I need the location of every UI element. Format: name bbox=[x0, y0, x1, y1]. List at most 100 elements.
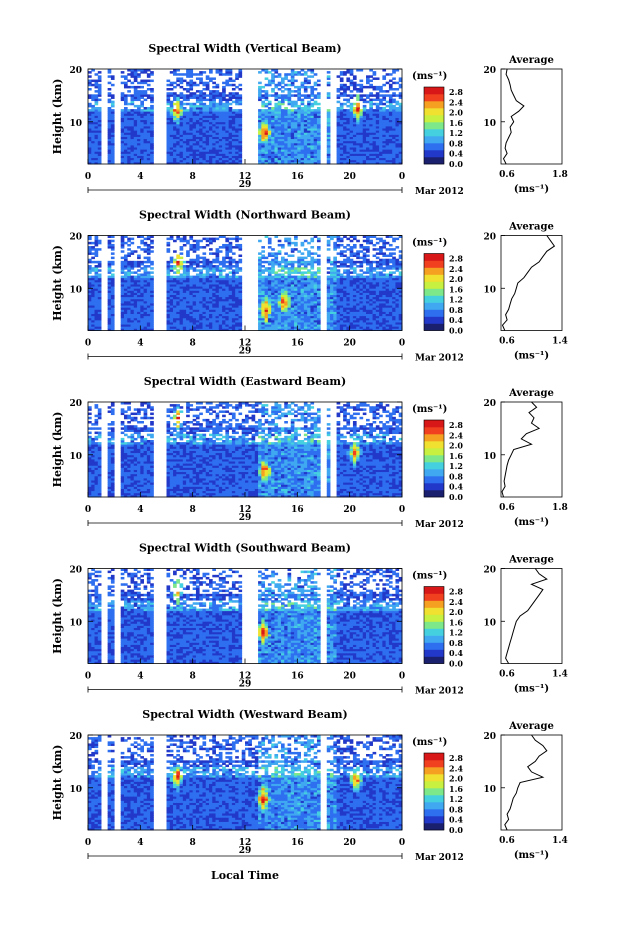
heatmap-cell bbox=[176, 111, 180, 114]
heatmap-cell bbox=[205, 142, 210, 146]
heatmap-cell bbox=[189, 102, 194, 106]
heatmap-cell bbox=[186, 157, 190, 161]
heatmap-cell bbox=[143, 161, 148, 165]
heatmap-cell bbox=[179, 119, 184, 123]
heatmap-cell bbox=[215, 237, 220, 241]
heatmap-cell bbox=[97, 111, 102, 114]
heatmap-cell bbox=[173, 161, 177, 165]
heatmap-cell bbox=[169, 94, 174, 97]
heatmap-cell bbox=[143, 134, 148, 137]
heatmap-cell bbox=[199, 134, 203, 137]
heatmap-cell bbox=[91, 142, 95, 146]
heatmap-cell bbox=[146, 142, 151, 146]
heatmap-cell bbox=[127, 142, 131, 146]
heatmap-cell bbox=[199, 151, 203, 154]
heatmap-cell bbox=[88, 147, 92, 150]
heatmap-cell bbox=[189, 145, 194, 148]
heatmap-cell bbox=[127, 79, 131, 83]
colorbar-swatch bbox=[424, 101, 444, 109]
heatmap-cell bbox=[205, 157, 210, 161]
heatmap-cell bbox=[97, 155, 102, 159]
heatmap-cell bbox=[231, 109, 236, 112]
heatmap-cell bbox=[140, 134, 144, 137]
heatmap-cell bbox=[267, 260, 272, 264]
heatmap-cell bbox=[205, 161, 210, 165]
heatmap-cell bbox=[120, 126, 125, 129]
heatmap-cell bbox=[192, 161, 197, 165]
heatmap-cell bbox=[271, 94, 275, 97]
heatmap-cell bbox=[199, 126, 203, 129]
heatmap-cell bbox=[110, 243, 115, 247]
heatmap-cell bbox=[173, 130, 177, 133]
heatmap-cell bbox=[212, 159, 216, 163]
heatmap-cell bbox=[199, 142, 203, 146]
heatmap-cell bbox=[202, 136, 207, 140]
heatmap-cell bbox=[186, 161, 190, 165]
heatmap-cell bbox=[267, 237, 272, 241]
heatmap-cell bbox=[395, 107, 400, 110]
heatmap-cell bbox=[205, 117, 210, 121]
heatmap-cell bbox=[123, 111, 128, 114]
heatmap-cell bbox=[130, 100, 135, 104]
heatmap-cell bbox=[215, 140, 220, 144]
heatmap-cell bbox=[274, 271, 279, 274]
heatmap-cell bbox=[107, 128, 112, 131]
heatmap-cell bbox=[123, 128, 128, 131]
heatmap-cell bbox=[228, 102, 233, 106]
heatmap-cell bbox=[150, 79, 154, 83]
heatmap-cell bbox=[303, 77, 308, 80]
heatmap-cell bbox=[133, 126, 138, 129]
heatmap-cell bbox=[209, 145, 213, 148]
heatmap-cell bbox=[271, 107, 275, 110]
heatmap-cell bbox=[91, 140, 95, 144]
heatmap-cell bbox=[176, 147, 180, 150]
heatmap-cell bbox=[133, 115, 138, 118]
heatmap-cell bbox=[205, 149, 210, 152]
heatmap-cell bbox=[123, 123, 128, 127]
heatmap-cell bbox=[110, 157, 115, 161]
heatmap-cell bbox=[110, 136, 115, 140]
heatmap-cell bbox=[91, 275, 95, 279]
heatmap-cell bbox=[110, 121, 115, 125]
heatmap-cell bbox=[307, 94, 311, 97]
heatmap-cell bbox=[179, 123, 184, 127]
heatmap-cell bbox=[146, 75, 151, 78]
heatmap-cell bbox=[110, 269, 115, 272]
heatmap-cell bbox=[182, 155, 187, 159]
heatmap-cell bbox=[231, 237, 236, 241]
heatmap-cell bbox=[123, 109, 128, 112]
heatmap-cell bbox=[176, 145, 180, 148]
heatmap-cell bbox=[110, 94, 115, 97]
heatmap-cell bbox=[202, 147, 207, 150]
heatmap-cell bbox=[189, 138, 194, 142]
heatmap-cell bbox=[205, 111, 210, 114]
heatmap-cell bbox=[166, 159, 171, 163]
heatmap-cell bbox=[88, 79, 92, 83]
heatmap-cell bbox=[205, 94, 210, 97]
heatmap-cell bbox=[182, 265, 187, 268]
heatmap-cell bbox=[123, 134, 128, 137]
x-axis-label: Local Time bbox=[211, 869, 279, 882]
heatmap-cell bbox=[202, 142, 207, 146]
heatmap-cell bbox=[369, 75, 373, 78]
heatmap-cell bbox=[94, 111, 99, 114]
colorbar-tick-label: 2.0 bbox=[449, 108, 463, 118]
heatmap-cell bbox=[173, 142, 177, 146]
heatmap-cell bbox=[186, 113, 190, 116]
heatmap-cell bbox=[150, 94, 154, 97]
heatmap-cell bbox=[88, 109, 92, 112]
heatmap-cell bbox=[186, 265, 190, 268]
heatmap-cell bbox=[169, 100, 174, 104]
heatmap-cell bbox=[146, 115, 151, 118]
heatmap-cell bbox=[130, 132, 135, 135]
heatmap-cell bbox=[222, 102, 226, 106]
heatmap-cell bbox=[169, 265, 174, 268]
heatmap-cell bbox=[192, 142, 197, 146]
heatmap-cell bbox=[209, 157, 213, 161]
heatmap-cell bbox=[222, 73, 226, 76]
colorbar-swatch bbox=[424, 150, 444, 158]
heatmap-cell bbox=[107, 111, 112, 114]
heatmap-cell bbox=[88, 265, 92, 268]
heatmap-cell bbox=[166, 147, 171, 150]
heatmap-cell bbox=[97, 117, 102, 121]
